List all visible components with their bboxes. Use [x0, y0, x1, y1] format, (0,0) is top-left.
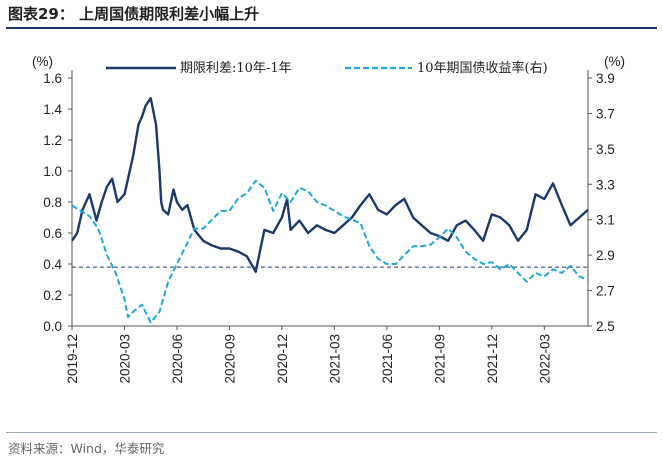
x-tick-label: 2021-09	[432, 334, 447, 384]
chart-legend: 期限利差:10年-1年 10年期国债收益率(右)	[106, 60, 548, 76]
series-term-spread-line	[71, 96, 589, 273]
right-tick-label: 3.7	[596, 106, 615, 121]
right-tick-label: 3.3	[596, 177, 615, 192]
title-divider	[6, 27, 657, 29]
right-tick-label: 3.1	[596, 213, 615, 228]
x-tick-label: 2021-03	[327, 334, 342, 384]
left-tick-label: 1.4	[43, 102, 62, 117]
x-tick-label: 2020-09	[222, 334, 237, 384]
chart-axes: 0.0 0.2 0.4 0.6 0.8 1.0 1.2 1.4 1.6 (%) 2.5 2.7 2.9 3…	[32, 54, 625, 384]
left-tick-label: 0.2	[43, 288, 62, 303]
right-tick-label: 2.5	[596, 319, 615, 334]
legend-label-spread: 期限利差:10年-1年	[180, 61, 292, 76]
x-tick-label: 2020-12	[275, 334, 290, 384]
source-note: 资料来源：Wind，华泰研究	[8, 441, 165, 456]
left-tick-label: 1.0	[43, 164, 62, 179]
right-tick-label: 2.7	[596, 284, 615, 299]
left-tick-label: 0.0	[43, 319, 62, 334]
left-tick-label: 0.8	[43, 195, 62, 210]
right-tick-label: 3.5	[596, 142, 615, 157]
footer-divider	[6, 432, 657, 433]
right-tick-label: 3.9	[596, 71, 615, 86]
left-tick-label: 1.6	[43, 71, 62, 86]
right-axis-unit: (%)	[604, 54, 625, 69]
left-tick-label: 0.4	[43, 257, 62, 272]
x-tick-label: 2020-03	[117, 334, 132, 384]
left-tick-label: 0.6	[43, 226, 62, 241]
left-tick-label: 1.2	[43, 133, 62, 148]
x-tick-label: 2021-06	[380, 334, 395, 384]
chart: 0.0 0.2 0.4 0.6 0.8 1.0 1.2 1.4 1.6 (%) 2.5 2.7 2.9 3…	[32, 54, 625, 384]
x-tick-label: 2020-06	[170, 334, 185, 384]
right-tick-label: 2.9	[596, 248, 615, 263]
left-axis-unit: (%)	[32, 54, 53, 69]
chart-plot-area	[71, 96, 589, 324]
x-tick-label: 2022-03	[537, 334, 552, 384]
x-tick-label: 2019-12	[65, 334, 80, 384]
page-title: 图表29： 上周国债期限利差小幅上升	[8, 5, 260, 23]
x-tick-label: 2021-12	[485, 334, 500, 384]
legend-label-yield: 10年期国债收益率(右)	[417, 60, 548, 76]
series-10y-yield-line	[71, 179, 589, 324]
